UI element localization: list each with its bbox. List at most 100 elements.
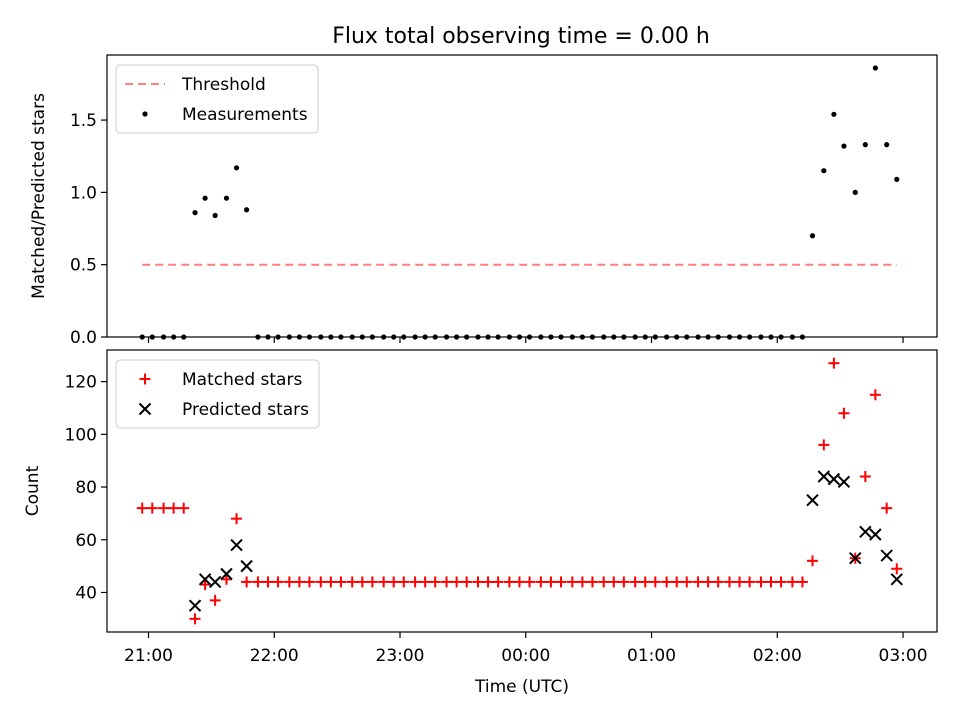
- data-point: [296, 334, 303, 340]
- data-point: [664, 334, 670, 340]
- data-point: [586, 576, 598, 588]
- data-point: [799, 334, 806, 340]
- data-point: [136, 502, 148, 514]
- data-point: [359, 334, 365, 340]
- data-point: [821, 168, 827, 174]
- data-point: [315, 576, 327, 588]
- data-point: [880, 549, 893, 562]
- data-point: [618, 576, 630, 588]
- ratio-panel: 0.0 0.5 1.0 1.5 Matched/Predicted stars Thres…: [29, 54, 938, 348]
- data-point: [890, 573, 903, 586]
- data-point: [482, 576, 494, 588]
- data-point: [684, 334, 690, 340]
- data-point: [209, 594, 221, 606]
- data-point: [715, 334, 721, 340]
- x-marker-b: [230, 538, 243, 552]
- data-point: [755, 576, 767, 588]
- data-point: [243, 207, 250, 213]
- legend-box: [115, 359, 320, 429]
- data-point: [789, 334, 795, 340]
- data-point: [778, 334, 784, 340]
- data-point: [335, 576, 347, 588]
- data-point: [139, 334, 145, 340]
- data-point: [475, 334, 481, 340]
- data-point: [485, 334, 491, 340]
- data-point: [429, 576, 441, 588]
- data-point: [744, 576, 756, 588]
- x-tick-label: 23:00: [376, 646, 425, 666]
- data-point: [806, 494, 819, 507]
- data-point: [318, 334, 324, 340]
- x-marker-b: [806, 494, 819, 507]
- data-point: [566, 576, 578, 588]
- data-point: [146, 502, 158, 514]
- data-point: [827, 472, 841, 486]
- data-point: [569, 334, 575, 340]
- y-tick-label: 120: [65, 373, 97, 393]
- data-point: [548, 334, 554, 340]
- x-axis-label: Time (UTC): [474, 677, 569, 697]
- data-point: [621, 334, 627, 340]
- data-point: [589, 334, 596, 340]
- data-point: [734, 576, 746, 588]
- data-point: [409, 576, 421, 588]
- data-point: [388, 576, 400, 588]
- data-point: [303, 576, 315, 588]
- data-point: [192, 210, 198, 216]
- data-point: [852, 189, 858, 195]
- data-point: [869, 528, 882, 541]
- data-point: [432, 334, 438, 340]
- x-marker-b: [188, 599, 202, 612]
- data-point: [639, 576, 651, 588]
- data-point: [366, 576, 378, 588]
- data-point: [275, 334, 281, 340]
- data-point: [338, 334, 344, 340]
- data-point: [189, 613, 201, 625]
- x-marker-b: [827, 472, 841, 486]
- data-point: [503, 576, 515, 588]
- data-point: [524, 576, 536, 588]
- data-point: [328, 334, 334, 340]
- data-point: [265, 334, 271, 340]
- data-point: [240, 559, 253, 573]
- y-tick-label: 40: [75, 583, 97, 603]
- data-point: [454, 334, 460, 340]
- data-point: [495, 334, 501, 340]
- data-point: [231, 513, 243, 525]
- data-point: [230, 538, 243, 552]
- data-point: [674, 334, 680, 340]
- data-point: [178, 502, 190, 514]
- y-tick-label: 0.5: [70, 256, 97, 276]
- data-point: [841, 143, 847, 149]
- data-point: [894, 176, 900, 182]
- data-point: [356, 576, 368, 588]
- data-point: [818, 439, 830, 451]
- data-point: [831, 111, 837, 117]
- x-marker-b: [837, 475, 851, 488]
- data-point: [513, 576, 525, 588]
- data-point: [255, 334, 261, 340]
- y-axis-label: Count: [23, 465, 43, 516]
- x-marker-b: [849, 551, 862, 565]
- data-point: [168, 502, 180, 514]
- data-point: [849, 551, 862, 565]
- data-point: [632, 334, 638, 340]
- data-point: [555, 576, 567, 588]
- data-point: [346, 576, 358, 588]
- series-predicted-stars: [188, 470, 903, 612]
- data-point: [817, 470, 831, 483]
- x-tick-label: 00:00: [501, 646, 550, 666]
- y-axis-label: Matched/Predicted stars: [29, 93, 49, 299]
- data-point: [160, 334, 167, 340]
- x-marker-b: [138, 402, 152, 416]
- legend: Threshold Measurements: [115, 64, 319, 134]
- data-point: [598, 576, 610, 588]
- data-point: [391, 334, 397, 340]
- legend-label: Measurements: [182, 105, 308, 125]
- data-point: [241, 576, 253, 588]
- x-tick-label: 01:00: [627, 646, 676, 666]
- data-point: [608, 576, 620, 588]
- data-point: [681, 576, 693, 588]
- y-tick-label: 80: [75, 478, 97, 498]
